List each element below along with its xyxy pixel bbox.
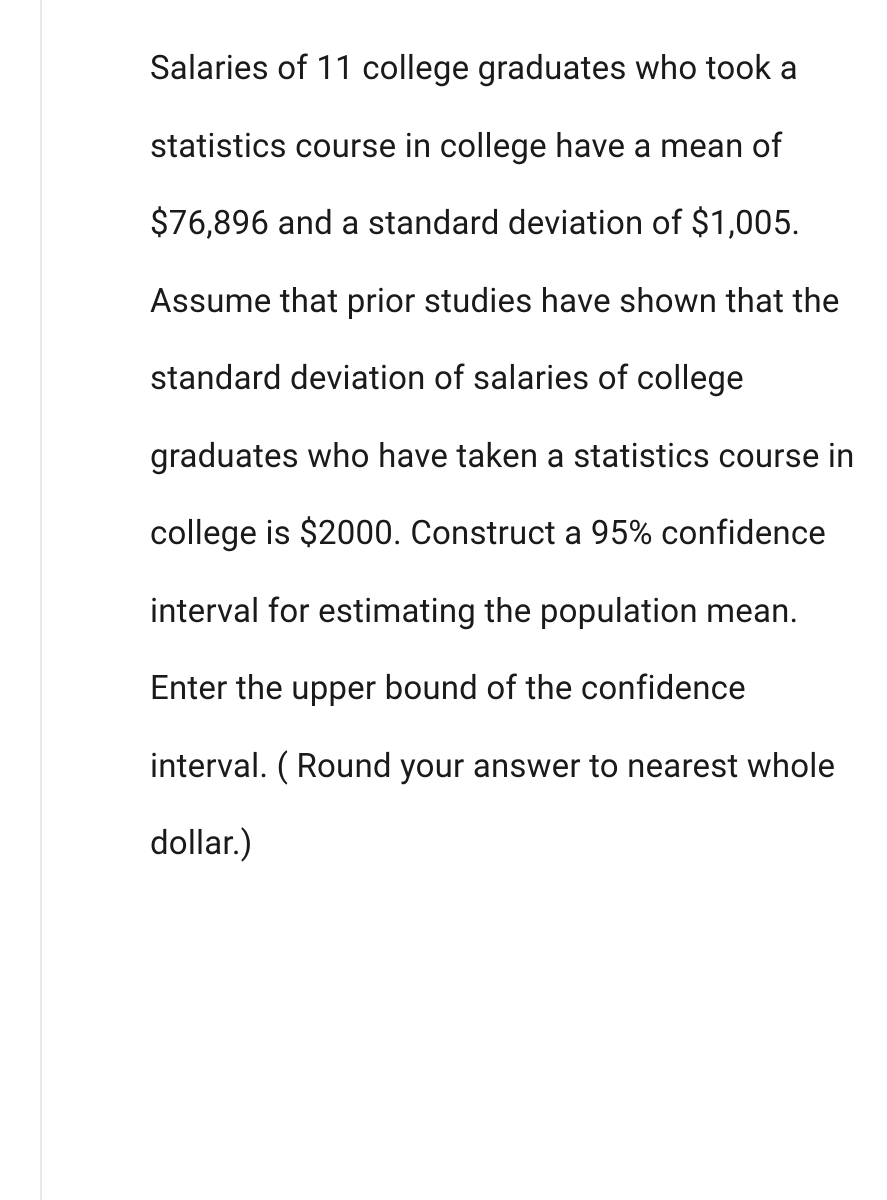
problem-text: Salaries of 11 college graduates who too…: [150, 30, 857, 883]
left-border-divider: [40, 0, 42, 1200]
